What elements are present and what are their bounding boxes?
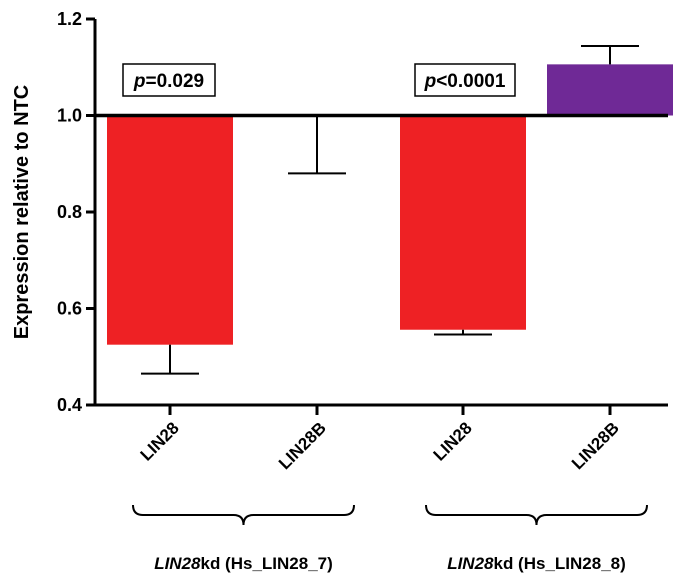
p-value-box — [122, 63, 216, 97]
group-bracket — [132, 504, 355, 526]
group-label: LIN28kd (Hs_LIN28_8) — [447, 554, 626, 573]
p-symbol: p — [424, 71, 437, 92]
bar — [400, 115, 526, 330]
error-bars — [141, 45, 639, 375]
group-label: LIN28kd (Hs_LIN28_7) — [154, 554, 333, 573]
group-label-gene: LIN28 — [154, 554, 201, 573]
p-value-box — [414, 63, 516, 97]
p-value: =0.029 — [145, 71, 204, 92]
bars — [107, 64, 673, 345]
y-tick-label: 0.4 — [57, 395, 82, 415]
x-tick-label: LIN28 — [137, 418, 183, 464]
group-bracket — [425, 504, 648, 526]
y-tick-label: 1.2 — [57, 9, 82, 29]
p-symbol: p — [133, 71, 146, 92]
x-tick-label: LIN28B — [275, 418, 330, 473]
y-tick-label: 1.0 — [57, 106, 82, 126]
x-tick-label: LIN28B — [568, 418, 623, 473]
group-label-gene: LIN28 — [447, 554, 494, 573]
bar — [547, 64, 673, 116]
p-value-label: p=0.029 — [133, 71, 204, 92]
y-tick-label: 0.6 — [57, 299, 82, 319]
bar — [107, 115, 233, 345]
group-label-suffix: kd (Hs_LIN28_7) — [201, 554, 333, 573]
y-axis-label: Expression relative to NTC — [11, 85, 33, 340]
p-value: <0.0001 — [436, 71, 506, 92]
group-label-suffix: kd (Hs_LIN28_8) — [494, 554, 626, 573]
axes: 0.4 0.6 0.8 1.0 1.2 Expression relative to NT… — [11, 9, 668, 415]
annotations: p=0.029 p<0.0001 — [122, 63, 516, 97]
x-tick-label: LIN28 — [430, 418, 476, 464]
y-tick-label: 0.8 — [57, 202, 82, 222]
p-value-label: p<0.0001 — [424, 71, 506, 92]
